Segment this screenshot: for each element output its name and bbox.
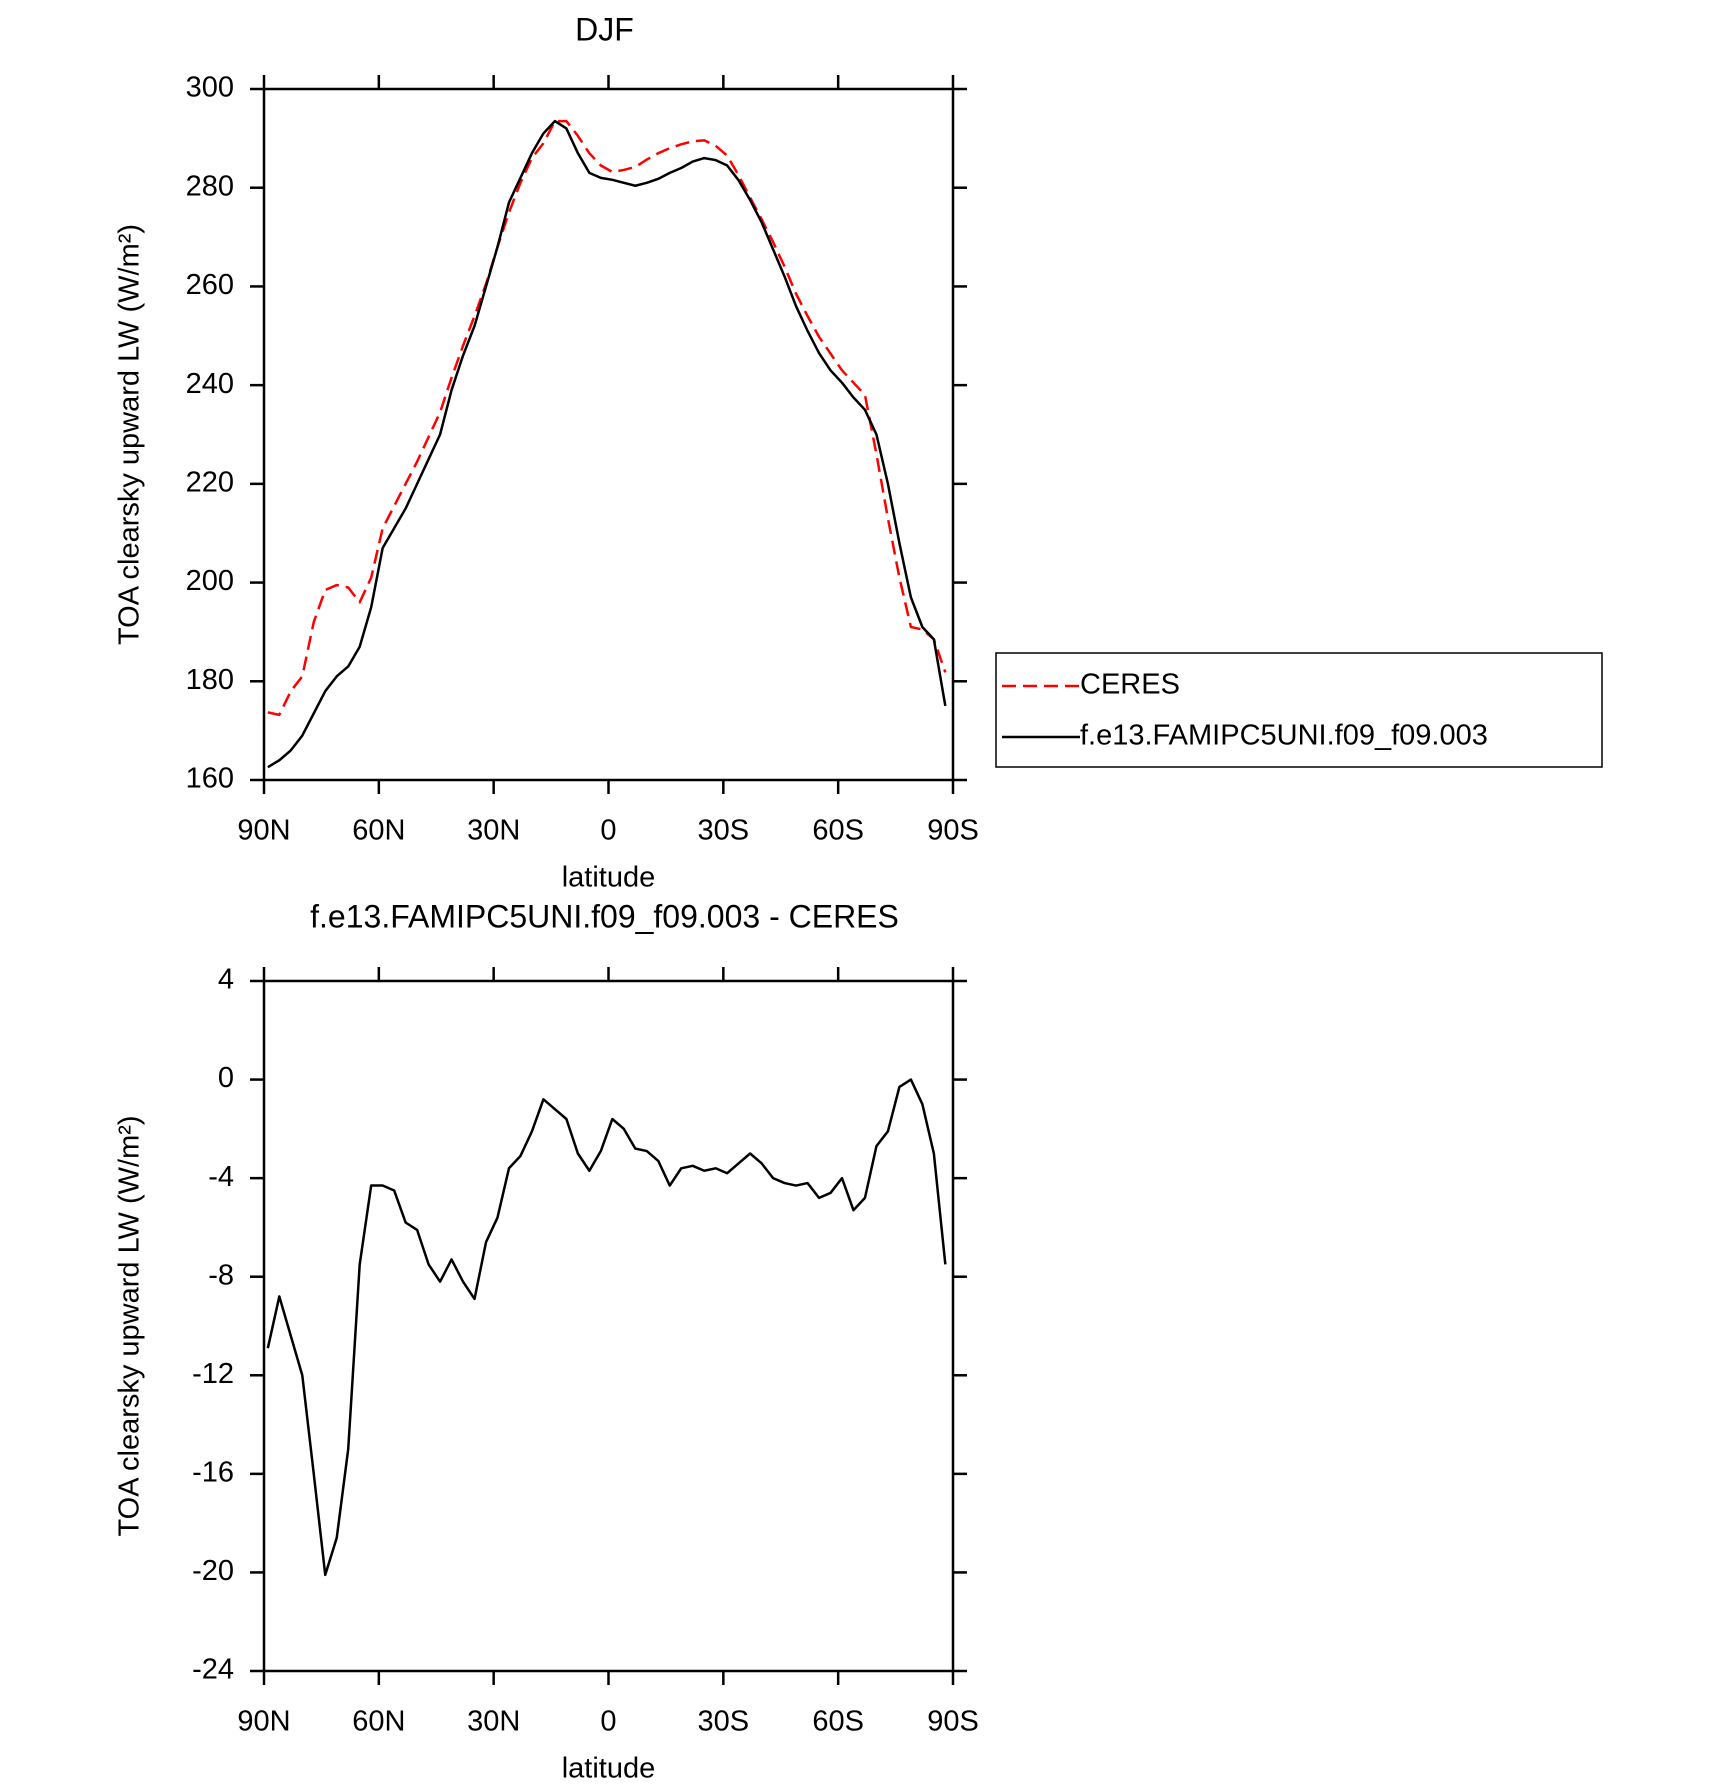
data-line: [267, 119, 947, 717]
x-axis-label: latitude: [562, 862, 656, 894]
y-tick-label: 300: [186, 72, 234, 104]
y-tick-label: -20: [192, 1555, 234, 1587]
data-line: [267, 119, 947, 769]
plot-frame: [262, 979, 955, 1673]
x-tick-label: 90N: [237, 1706, 290, 1738]
chart-title: DJF: [575, 11, 634, 47]
x-tick-label: 60S: [812, 815, 864, 847]
x-tick-label: 90N: [237, 815, 290, 847]
legend-label: f.e13.FAMIPC5UNI.f09_f09.003: [1080, 720, 1488, 752]
plot-frame: [262, 87, 955, 782]
x-tick-label: 60S: [812, 1706, 864, 1738]
y-tick-label: 160: [186, 763, 234, 795]
x-tick-label: 60N: [352, 815, 405, 847]
y-tick-label: 240: [186, 368, 234, 400]
x-tick-label: 90S: [927, 815, 979, 847]
x-axis-label: latitude: [562, 1753, 656, 1785]
x-tick-label: 30S: [698, 815, 750, 847]
y-axis-label: TOA clearsky upward LW (W/m²): [114, 1115, 146, 1536]
x-tick-label: 30N: [467, 1706, 520, 1738]
y-tick-label: 200: [186, 565, 234, 597]
y-tick-label: -12: [192, 1358, 234, 1390]
y-axis-label: TOA clearsky upward LW (W/m²): [114, 224, 146, 645]
y-tick-label: -4: [208, 1161, 234, 1193]
y-tick-label: -24: [192, 1654, 234, 1686]
y-tick-label: 180: [186, 664, 234, 696]
data-line: [266, 1078, 947, 1577]
y-tick-label: 280: [186, 170, 234, 202]
x-tick-label: 30S: [698, 1706, 750, 1738]
legend-box: [995, 652, 1603, 768]
x-tick-label: 0: [600, 1706, 616, 1738]
y-tick-label: 4: [218, 964, 234, 996]
chart-title: f.e13.FAMIPC5UNI.f09_f09.003 - CERES: [310, 898, 899, 934]
x-tick-label: 0: [600, 815, 616, 847]
y-tick-label: -8: [208, 1259, 234, 1291]
y-tick-label: 0: [218, 1062, 234, 1094]
x-tick-label: 90S: [927, 1706, 979, 1738]
y-tick-label: 260: [186, 269, 234, 301]
y-tick-label: 220: [186, 467, 234, 499]
x-tick-label: 30N: [467, 815, 520, 847]
legend-label: CERES: [1080, 669, 1180, 701]
y-tick-label: -16: [192, 1457, 234, 1489]
x-tick-label: 60N: [352, 1706, 405, 1738]
